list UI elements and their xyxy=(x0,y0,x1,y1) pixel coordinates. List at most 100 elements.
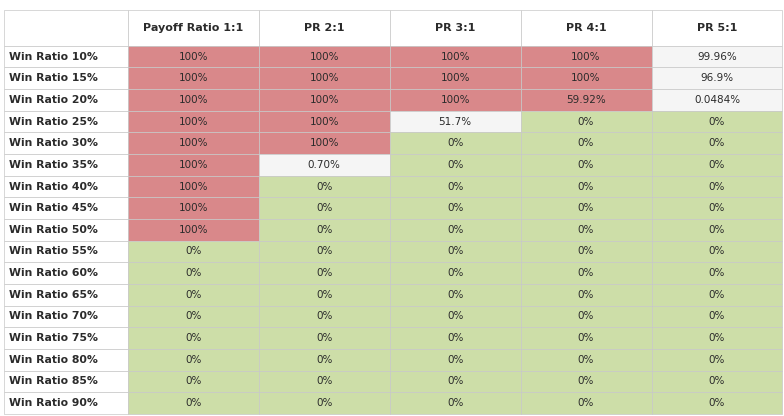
Bar xyxy=(390,392,521,414)
Bar xyxy=(652,197,782,219)
Bar xyxy=(521,219,652,241)
Text: 0%: 0% xyxy=(447,268,463,278)
Text: 0%: 0% xyxy=(185,355,201,365)
Bar xyxy=(652,371,782,392)
Bar xyxy=(259,46,390,67)
Text: 0%: 0% xyxy=(185,398,201,408)
Bar xyxy=(390,176,521,197)
Text: 99.96%: 99.96% xyxy=(697,52,737,62)
Bar xyxy=(259,197,390,219)
Text: 100%: 100% xyxy=(441,73,470,83)
Text: 51.7%: 51.7% xyxy=(438,116,472,126)
Text: 0.70%: 0.70% xyxy=(308,160,340,170)
Bar xyxy=(390,132,521,154)
Text: PR 5:1: PR 5:1 xyxy=(697,23,737,33)
Text: Win Ratio 90%: Win Ratio 90% xyxy=(9,398,98,408)
Text: Win Ratio 65%: Win Ratio 65% xyxy=(9,290,99,300)
Bar xyxy=(259,67,390,89)
Bar xyxy=(652,176,782,197)
Text: 0%: 0% xyxy=(447,225,463,235)
Text: Win Ratio 80%: Win Ratio 80% xyxy=(9,355,98,365)
Text: Win Ratio 45%: Win Ratio 45% xyxy=(9,203,99,213)
Text: 0%: 0% xyxy=(709,116,725,126)
Text: 0%: 0% xyxy=(316,333,332,343)
Bar xyxy=(390,67,521,89)
Text: Win Ratio 70%: Win Ratio 70% xyxy=(9,312,99,322)
Bar xyxy=(259,327,390,349)
Bar xyxy=(652,241,782,262)
Bar xyxy=(521,132,652,154)
Text: Payoff Ratio 1:1: Payoff Ratio 1:1 xyxy=(143,23,243,33)
Bar xyxy=(259,132,390,154)
Text: Win Ratio 60%: Win Ratio 60% xyxy=(9,268,99,278)
Text: 0%: 0% xyxy=(316,290,332,300)
Bar xyxy=(652,284,782,306)
Text: 0%: 0% xyxy=(447,398,463,408)
Text: 100%: 100% xyxy=(179,181,208,191)
Text: 0%: 0% xyxy=(578,290,594,300)
Bar xyxy=(128,241,259,262)
Bar xyxy=(521,89,652,111)
Bar xyxy=(652,327,782,349)
Bar xyxy=(128,89,259,111)
Bar xyxy=(652,262,782,284)
Bar xyxy=(4,154,128,176)
Bar xyxy=(4,46,128,67)
Bar xyxy=(4,241,128,262)
Text: 100%: 100% xyxy=(179,203,208,213)
Text: 100%: 100% xyxy=(179,95,208,105)
Text: 0%: 0% xyxy=(185,290,201,300)
Text: 0%: 0% xyxy=(709,398,725,408)
Text: 100%: 100% xyxy=(179,116,208,126)
Text: 0%: 0% xyxy=(447,333,463,343)
Bar xyxy=(652,392,782,414)
Bar xyxy=(259,349,390,371)
Text: 100%: 100% xyxy=(179,225,208,235)
Bar xyxy=(259,392,390,414)
Bar xyxy=(128,67,259,89)
Bar xyxy=(521,67,652,89)
Text: 0%: 0% xyxy=(709,312,725,322)
Bar xyxy=(4,327,128,349)
Bar xyxy=(521,241,652,262)
Text: 100%: 100% xyxy=(179,52,208,62)
Text: 100%: 100% xyxy=(310,138,339,148)
Bar xyxy=(521,111,652,132)
Text: 0%: 0% xyxy=(709,290,725,300)
Bar xyxy=(652,349,782,371)
Bar xyxy=(652,132,782,154)
Text: Win Ratio 85%: Win Ratio 85% xyxy=(9,376,98,386)
Text: 0%: 0% xyxy=(578,203,594,213)
Bar xyxy=(390,371,521,392)
Bar xyxy=(4,371,128,392)
Text: 0%: 0% xyxy=(447,247,463,257)
Text: 0%: 0% xyxy=(185,333,201,343)
Text: 0%: 0% xyxy=(447,138,463,148)
Text: 0%: 0% xyxy=(316,203,332,213)
Bar xyxy=(128,197,259,219)
Bar xyxy=(128,10,259,46)
Text: 0%: 0% xyxy=(709,355,725,365)
Text: Win Ratio 50%: Win Ratio 50% xyxy=(9,225,98,235)
Text: 0%: 0% xyxy=(447,181,463,191)
Text: 0%: 0% xyxy=(709,138,725,148)
Bar xyxy=(259,284,390,306)
Text: 0%: 0% xyxy=(709,247,725,257)
Bar xyxy=(652,219,782,241)
Text: 100%: 100% xyxy=(179,73,208,83)
Text: 0%: 0% xyxy=(185,268,201,278)
Bar xyxy=(521,176,652,197)
Bar xyxy=(652,111,782,132)
Bar xyxy=(390,111,521,132)
Bar xyxy=(128,132,259,154)
Text: 0%: 0% xyxy=(316,312,332,322)
Bar xyxy=(521,306,652,327)
Bar xyxy=(652,46,782,67)
Text: 0%: 0% xyxy=(316,355,332,365)
Bar xyxy=(521,371,652,392)
Text: 0%: 0% xyxy=(316,376,332,386)
Bar xyxy=(390,219,521,241)
Text: 0%: 0% xyxy=(578,312,594,322)
Text: 0%: 0% xyxy=(185,247,201,257)
Bar xyxy=(390,197,521,219)
